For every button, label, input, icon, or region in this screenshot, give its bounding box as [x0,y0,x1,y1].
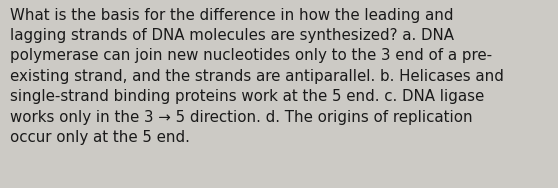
Text: What is the basis for the difference in how the leading and
lagging strands of D: What is the basis for the difference in … [10,8,504,145]
